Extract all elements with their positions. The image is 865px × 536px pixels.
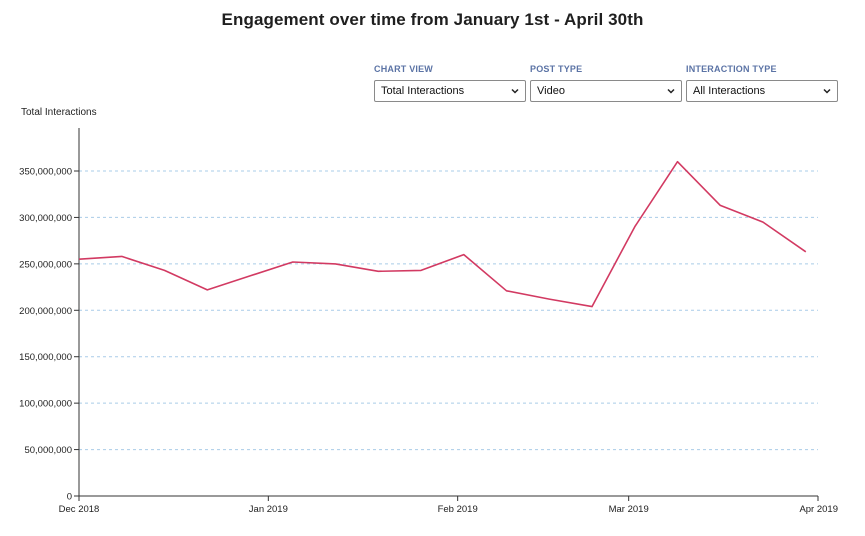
chevron-down-icon bbox=[823, 88, 831, 94]
data-point bbox=[291, 261, 294, 264]
data-point bbox=[206, 288, 209, 291]
chart-title: Engagement over time from January 1st - … bbox=[221, 10, 644, 29]
chart-view-value: Total Interactions bbox=[381, 85, 465, 97]
data-point bbox=[249, 275, 252, 278]
y-axis-ticks: 0 50,000,000 100,000,000 150,000,000 200,000… bbox=[19, 167, 79, 503]
y-tick-label: 200,000,000 bbox=[19, 306, 72, 317]
data-point bbox=[120, 255, 123, 258]
data-point bbox=[762, 221, 765, 224]
y-tick-label: 350,000,000 bbox=[19, 167, 72, 178]
chart-view-label: CHART VIEW bbox=[374, 64, 433, 74]
series-line bbox=[78, 160, 807, 308]
chart-view-select[interactable]: Total Interactions bbox=[374, 80, 526, 102]
interaction-type-control: INTERACTION TYPE All Interactions bbox=[686, 64, 838, 102]
grid-lines bbox=[79, 170, 818, 451]
x-tick-label: Feb 2019 bbox=[438, 504, 478, 515]
data-point bbox=[163, 269, 166, 272]
x-tick-label: Apr 2019 bbox=[799, 504, 838, 515]
y-tick-label: 50,000,000 bbox=[24, 445, 72, 456]
data-point bbox=[78, 258, 81, 261]
chevron-down-icon bbox=[511, 88, 519, 94]
y-tick-label: 300,000,000 bbox=[19, 213, 72, 224]
axes bbox=[78, 128, 818, 497]
interaction-type-label: INTERACTION TYPE bbox=[686, 64, 777, 74]
post-type-select[interactable]: Video bbox=[530, 80, 682, 102]
data-point bbox=[804, 250, 807, 253]
data-point bbox=[334, 262, 337, 265]
data-point bbox=[420, 269, 423, 272]
x-tick-label: Jan 2019 bbox=[249, 504, 288, 515]
y-tick-label: 100,000,000 bbox=[19, 399, 72, 410]
post-type-value: Video bbox=[537, 85, 565, 97]
data-point bbox=[591, 305, 594, 308]
chevron-down-icon bbox=[667, 88, 675, 94]
chart-view-control: CHART VIEW Total Interactions bbox=[374, 64, 526, 102]
x-axis-ticks: Dec 2018 Jan 2019 Feb 2019 Mar 2019 Apr 2019 bbox=[59, 496, 838, 515]
post-type-control: POST TYPE Video bbox=[530, 64, 682, 102]
y-tick-label: 0 bbox=[67, 492, 72, 503]
data-point bbox=[633, 225, 636, 228]
x-tick-label: Mar 2019 bbox=[609, 504, 649, 515]
data-point bbox=[377, 270, 380, 273]
post-type-label: POST TYPE bbox=[530, 64, 583, 74]
data-point bbox=[676, 160, 679, 163]
interaction-type-select[interactable]: All Interactions bbox=[686, 80, 838, 102]
interaction-type-value: All Interactions bbox=[693, 85, 766, 97]
data-point bbox=[505, 289, 508, 292]
data-point bbox=[548, 298, 551, 301]
y-axis-label: Total Interactions bbox=[21, 107, 97, 118]
y-tick-label: 150,000,000 bbox=[19, 352, 72, 363]
x-tick-label: Dec 2018 bbox=[59, 504, 100, 515]
series-layer bbox=[78, 160, 807, 308]
data-point bbox=[462, 253, 465, 256]
y-tick-label: 250,000,000 bbox=[19, 259, 72, 270]
data-point bbox=[719, 204, 722, 207]
